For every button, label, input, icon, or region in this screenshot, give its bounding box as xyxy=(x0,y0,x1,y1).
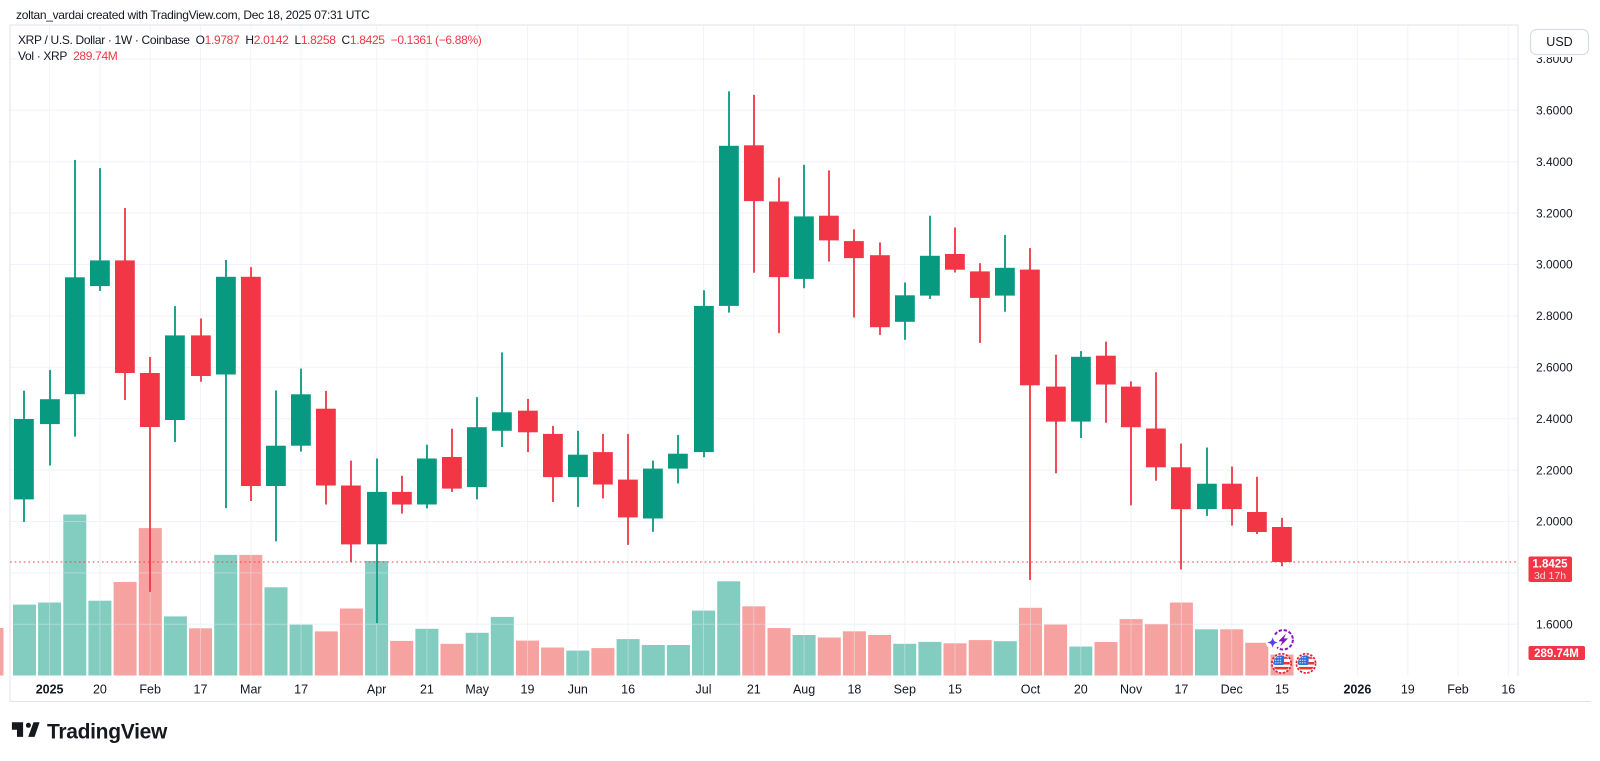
svg-text:2026: 2026 xyxy=(1343,683,1371,697)
svg-text:USD: USD xyxy=(1546,35,1572,49)
svg-text:20: 20 xyxy=(1074,683,1088,697)
svg-text:3.0000: 3.0000 xyxy=(1536,258,1573,272)
svg-text:May: May xyxy=(465,683,489,697)
svg-text:21: 21 xyxy=(420,683,434,697)
svg-text:Dec: Dec xyxy=(1221,683,1243,697)
svg-text:3.4000: 3.4000 xyxy=(1536,155,1573,169)
svg-text:1.6000: 1.6000 xyxy=(1536,618,1573,632)
svg-text:3.6000: 3.6000 xyxy=(1536,104,1573,118)
svg-text:3d 17h: 3d 17h xyxy=(1534,570,1566,582)
svg-text:15: 15 xyxy=(1275,683,1289,697)
svg-text:2.2000: 2.2000 xyxy=(1536,463,1573,477)
svg-text:20: 20 xyxy=(93,683,107,697)
svg-text:15: 15 xyxy=(948,683,962,697)
svg-text:Sep: Sep xyxy=(894,683,916,697)
svg-text:Nov: Nov xyxy=(1120,683,1143,697)
svg-text:Oct: Oct xyxy=(1021,683,1041,697)
svg-text:Feb: Feb xyxy=(1447,683,1469,697)
svg-text:2.0000: 2.0000 xyxy=(1536,515,1573,529)
svg-text:2.8000: 2.8000 xyxy=(1536,309,1573,323)
svg-text:16: 16 xyxy=(1501,683,1515,697)
svg-text:3.2000: 3.2000 xyxy=(1536,206,1573,220)
svg-text:2.6000: 2.6000 xyxy=(1536,361,1573,375)
svg-text:TradingView: TradingView xyxy=(47,722,168,744)
svg-text:1.8425: 1.8425 xyxy=(1532,559,1568,571)
svg-text:Jun: Jun xyxy=(568,683,588,697)
svg-text:2.4000: 2.4000 xyxy=(1536,412,1573,426)
svg-text:Aug: Aug xyxy=(793,683,815,697)
svg-text:Jul: Jul xyxy=(696,683,712,697)
svg-text:Feb: Feb xyxy=(139,683,161,697)
svg-text:16: 16 xyxy=(621,683,635,697)
svg-text:19: 19 xyxy=(1401,683,1415,697)
svg-text:18: 18 xyxy=(847,683,861,697)
svg-text:Apr: Apr xyxy=(367,683,386,697)
svg-text:17: 17 xyxy=(194,683,208,697)
svg-text:19: 19 xyxy=(521,683,535,697)
svg-text:21: 21 xyxy=(747,683,761,697)
svg-text:Mar: Mar xyxy=(240,683,262,697)
svg-text:17: 17 xyxy=(294,683,308,697)
svg-text:289.74M: 289.74M xyxy=(1534,648,1579,660)
svg-text:2025: 2025 xyxy=(36,683,64,697)
svg-text:17: 17 xyxy=(1174,683,1188,697)
